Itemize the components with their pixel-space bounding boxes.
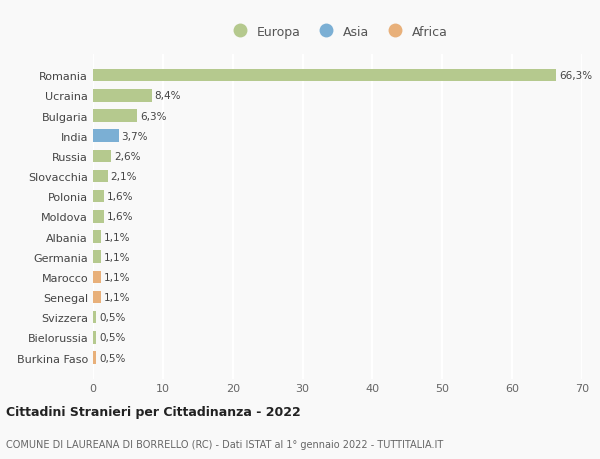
Bar	[93, 231, 101, 243]
Text: 0,5%: 0,5%	[99, 313, 125, 323]
Text: 0,5%: 0,5%	[99, 353, 125, 363]
Text: Cittadini Stranieri per Cittadinanza - 2022: Cittadini Stranieri per Cittadinanza - 2…	[6, 405, 301, 419]
Bar	[93, 331, 97, 344]
Bar	[93, 130, 119, 143]
Bar	[93, 271, 101, 284]
Text: 1,6%: 1,6%	[107, 192, 133, 202]
Text: 3,7%: 3,7%	[122, 131, 148, 141]
Bar	[93, 150, 111, 163]
Legend: Europa, Asia, Africa: Europa, Asia, Africa	[227, 26, 448, 39]
Bar	[93, 211, 104, 223]
Bar	[93, 251, 101, 263]
Text: 0,5%: 0,5%	[99, 333, 125, 342]
Text: 1,1%: 1,1%	[103, 252, 130, 262]
Bar	[93, 170, 107, 183]
Text: 1,1%: 1,1%	[103, 272, 130, 282]
Bar	[93, 190, 104, 203]
Bar	[93, 110, 137, 123]
Text: 6,3%: 6,3%	[140, 111, 166, 121]
Text: 1,1%: 1,1%	[103, 232, 130, 242]
Text: 8,4%: 8,4%	[154, 91, 181, 101]
Text: 1,1%: 1,1%	[103, 292, 130, 302]
Text: 1,6%: 1,6%	[107, 212, 133, 222]
Bar	[93, 70, 556, 82]
Text: 2,1%: 2,1%	[110, 172, 137, 182]
Bar	[93, 352, 97, 364]
Bar	[93, 90, 152, 102]
Text: 66,3%: 66,3%	[559, 71, 592, 81]
Text: 2,6%: 2,6%	[114, 151, 140, 162]
Bar	[93, 291, 101, 303]
Bar	[93, 311, 97, 324]
Text: COMUNE DI LAUREANA DI BORRELLO (RC) - Dati ISTAT al 1° gennaio 2022 - TUTTITALIA: COMUNE DI LAUREANA DI BORRELLO (RC) - Da…	[6, 440, 443, 449]
